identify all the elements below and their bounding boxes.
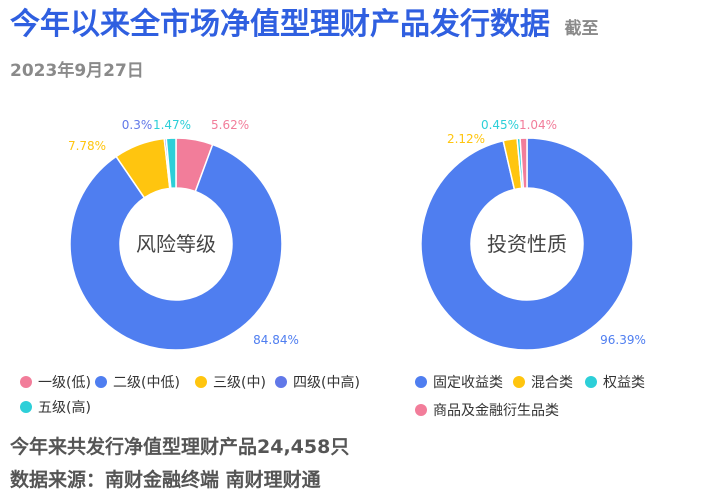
title-text: 今年以来全市场净值型理财产品发行数据 [10, 7, 550, 42]
legend-label: 商品及金融衍生品类 [433, 403, 559, 419]
data-label: 1.47% [153, 118, 191, 132]
data-label: 0.3% [122, 118, 153, 132]
slice-2-1 [420, 137, 634, 351]
data-label: 84.84% [253, 333, 299, 347]
data-label: 96.39% [600, 333, 646, 347]
legend-item: 五级(高) [20, 399, 91, 417]
page-title: 今年以来全市场净值型理财产品发行数据 截至2023年9月27日 [10, 6, 610, 90]
legend-label: 混合类 [531, 375, 573, 391]
legend-dot-icon [20, 376, 32, 388]
legend-item: 权益类 [585, 374, 645, 392]
legend-dot-icon [513, 376, 525, 388]
legend-dot-icon [585, 376, 597, 388]
legend-label: 四级(中高) [293, 375, 360, 391]
legend-dot-icon [415, 404, 427, 416]
legend-dot-icon [95, 376, 107, 388]
legend-item: 三级(中) [195, 374, 266, 392]
legend-label: 权益类 [603, 375, 645, 391]
legend-label: 二级(中低) [113, 375, 180, 391]
donut-center-title: 投资性质 [487, 232, 567, 256]
legend-dot-icon [20, 401, 32, 413]
summary-text: 今年来共发行净值型理财产品24,458只 [10, 436, 350, 458]
date-subtitle: 截至2023年9月27日 [10, 19, 599, 81]
legend-dot-icon [275, 376, 287, 388]
legend-label: 五级(高) [38, 400, 91, 416]
legend-item: 四级(中高) [275, 374, 360, 392]
slice-1-2 [69, 143, 283, 351]
slice-2-4 [519, 137, 528, 189]
donut-center-title: 风险等级 [136, 232, 216, 256]
data-label: 0.45% [481, 118, 519, 132]
slice-1-5 [165, 137, 177, 190]
legend-dot-icon [415, 376, 427, 388]
legend-item: 一级(低) [20, 374, 91, 392]
data-label: 2.12% [447, 132, 485, 146]
legend-label: 一级(低) [38, 375, 91, 391]
source-text: 数据来源：南财金融终端 南财理财通 [10, 469, 321, 491]
legend-item: 固定收益类 [415, 374, 503, 392]
legend-label: 固定收益类 [433, 375, 503, 391]
data-label: 5.62% [211, 118, 249, 132]
data-label: 1.04% [519, 118, 557, 132]
legend-item: 混合类 [513, 374, 573, 392]
legend-item: 商品及金融衍生品类 [415, 402, 559, 420]
data-label: 7.78% [68, 139, 106, 153]
legend-item: 二级(中低) [95, 374, 180, 392]
legend-dot-icon [195, 376, 207, 388]
legend-label: 三级(中) [213, 375, 266, 391]
